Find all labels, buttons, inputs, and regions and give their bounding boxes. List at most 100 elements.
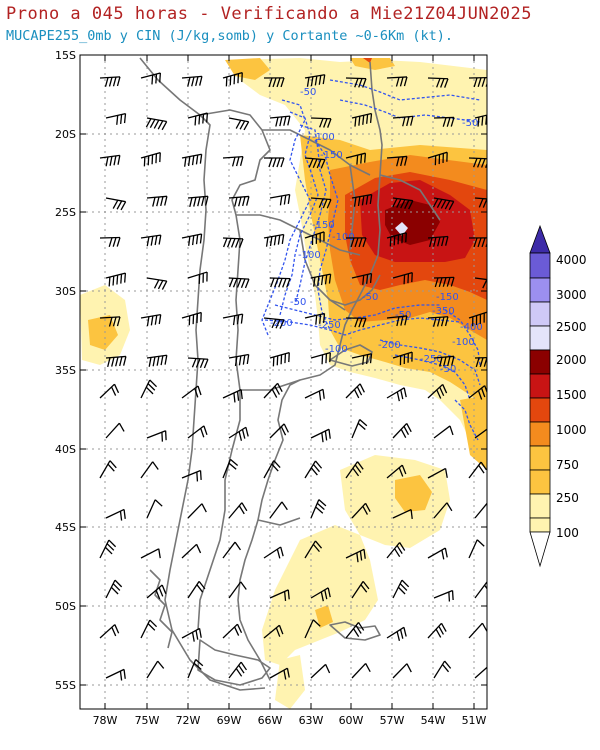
svg-text:-200: -200 bbox=[270, 318, 293, 329]
wind-barb bbox=[105, 197, 127, 211]
lon-label-69w: 69W bbox=[217, 714, 242, 727]
wind-barb bbox=[304, 460, 323, 479]
colorbar-swatch-2000 bbox=[529, 325, 551, 351]
svg-text:-100: -100 bbox=[312, 132, 335, 143]
wind-barb bbox=[222, 541, 241, 559]
wind-barb bbox=[468, 622, 487, 639]
wind-barb bbox=[351, 353, 373, 365]
wind-barb bbox=[433, 589, 454, 602]
colorbar-swatch-100b bbox=[529, 517, 551, 533]
svg-text:-150: -150 bbox=[320, 150, 343, 161]
wind-barb bbox=[228, 277, 250, 289]
wind-barb bbox=[310, 352, 331, 365]
colorbar bbox=[529, 224, 551, 568]
wind-barb bbox=[351, 419, 368, 439]
wind-barb bbox=[99, 154, 121, 167]
wind-barb bbox=[269, 277, 291, 288]
map-subtitle: MUCAPE255_0mb y CIN (J/kg,somb) y Cortan… bbox=[6, 28, 454, 44]
colorbar-swatch-100 bbox=[529, 493, 551, 519]
wind-barb bbox=[263, 546, 284, 559]
svg-text:-50: -50 bbox=[300, 87, 316, 98]
colorbar-swatch-3000 bbox=[529, 277, 551, 303]
wind-barb bbox=[105, 355, 127, 368]
wind-barb bbox=[146, 660, 165, 679]
wind-barb bbox=[222, 155, 244, 167]
wind-barb bbox=[468, 237, 487, 248]
lon-label-57w: 57W bbox=[380, 714, 405, 727]
wind-barb bbox=[187, 659, 204, 679]
wind-barb bbox=[263, 233, 285, 247]
wind-barb bbox=[181, 627, 202, 642]
wind-barb bbox=[269, 589, 290, 602]
wind-barb bbox=[222, 313, 244, 326]
wind-barb bbox=[145, 117, 168, 131]
wind-barb bbox=[345, 77, 367, 88]
wind-barb bbox=[304, 74, 326, 87]
wind-barb bbox=[433, 502, 453, 519]
lon-labels: 78W 75W 72W 69W 66W 63W 60W 57W 54W 51W bbox=[93, 714, 487, 727]
wind-barb bbox=[99, 624, 120, 639]
lon-label-66w: 66W bbox=[258, 714, 283, 727]
wind-barb bbox=[427, 316, 449, 327]
svg-text:-50: -50 bbox=[290, 297, 306, 308]
svg-text:-150: -150 bbox=[312, 220, 335, 231]
wind-barb bbox=[392, 508, 413, 520]
svg-text:-400: -400 bbox=[460, 322, 483, 333]
wind-barb bbox=[263, 460, 281, 479]
wind-barb bbox=[468, 461, 487, 479]
wind-barb bbox=[474, 277, 487, 289]
wind-barb bbox=[222, 623, 243, 639]
svg-text:-50: -50 bbox=[395, 310, 411, 321]
lat-lon-grid bbox=[80, 55, 487, 709]
colorbar-swatch-4000 bbox=[529, 252, 551, 279]
wind-barb bbox=[99, 539, 117, 559]
coastlines-borders bbox=[139, 57, 441, 691]
wind-barb bbox=[386, 315, 408, 327]
wind-barb bbox=[433, 355, 455, 367]
wind-barb bbox=[351, 580, 370, 599]
lat-label-45s: 45S bbox=[55, 521, 76, 534]
wind-barb bbox=[427, 622, 447, 639]
wind-barb bbox=[146, 195, 168, 207]
wind-barb bbox=[427, 383, 448, 399]
wind-barb bbox=[304, 619, 321, 639]
wind-barb bbox=[263, 157, 285, 168]
svg-text:-250: -250 bbox=[420, 354, 443, 365]
wind-barb bbox=[181, 233, 203, 246]
svg-text:-350: -350 bbox=[432, 306, 455, 317]
lat-label-25s: 25S bbox=[55, 206, 76, 219]
wind-barb bbox=[351, 112, 373, 127]
wind-barb bbox=[222, 237, 244, 248]
lat-label-50s: 50S bbox=[55, 600, 76, 613]
wind-barb bbox=[310, 197, 332, 209]
wind-barb bbox=[351, 662, 371, 679]
colorbar-under-arrow bbox=[529, 531, 551, 568]
wind-barb bbox=[474, 581, 487, 599]
wind-barb bbox=[140, 379, 157, 399]
wind-barb bbox=[269, 115, 291, 127]
wind-barb bbox=[228, 353, 250, 367]
wind-barb bbox=[187, 357, 209, 369]
colorbar-label-250: 250 bbox=[556, 491, 579, 505]
wind-barb bbox=[304, 157, 326, 169]
wind-barb bbox=[228, 426, 249, 441]
wind-barb bbox=[468, 157, 487, 168]
wind-barb bbox=[187, 271, 208, 284]
wind-barb bbox=[351, 502, 371, 519]
wind-barb bbox=[474, 197, 487, 208]
wind-barb bbox=[304, 388, 325, 401]
wind-barb bbox=[386, 387, 407, 402]
wind-barb bbox=[99, 460, 117, 479]
wind-barb bbox=[187, 503, 207, 519]
wind-barb bbox=[105, 422, 125, 439]
colorbar-label-2000: 2000 bbox=[556, 353, 587, 367]
lon-label-63w: 63W bbox=[299, 714, 324, 727]
lat-label-35s: 35S bbox=[55, 364, 76, 377]
svg-text:-100: -100 bbox=[298, 250, 321, 261]
wind-barb bbox=[345, 317, 367, 328]
lat-labels: 15S 20S 25S 30S 35S 40S 45S 50S 55S bbox=[55, 49, 76, 692]
wind-barb bbox=[146, 354, 168, 367]
wind-barb bbox=[386, 464, 407, 479]
wind-barb bbox=[99, 76, 121, 87]
colorbar-label-100: 100 bbox=[556, 526, 579, 540]
